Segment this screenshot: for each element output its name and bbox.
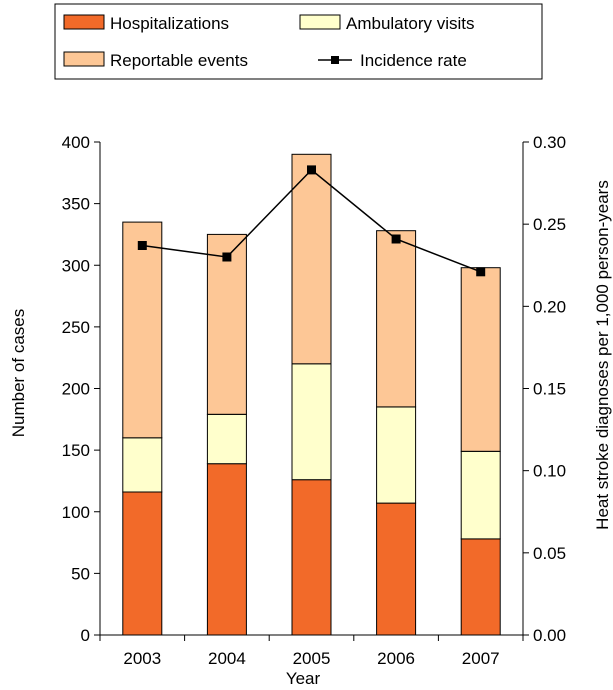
y2-tick-label: 0.20 <box>533 297 566 316</box>
incidence-point-2007 <box>476 267 486 277</box>
bars-group <box>122 153 501 636</box>
y-tick-label: 50 <box>71 564 90 583</box>
legend-label-reportable-events: Reportable events <box>110 51 248 70</box>
legend-swatch-hospitalizations <box>63 14 105 30</box>
incidence-point-2006 <box>391 234 401 244</box>
y2-tick-label: 0.25 <box>533 215 566 234</box>
bar-ambulatory-visits-2006 <box>376 406 417 504</box>
bar-reportable-events-2004 <box>206 233 247 415</box>
bar-ambulatory-visits-2005 <box>291 363 332 481</box>
y2-tick-label: 0.10 <box>533 462 566 481</box>
y-tick-label: 200 <box>62 380 90 399</box>
y2-axis-title: Heat stroke diagnoses per 1,000 person-y… <box>593 180 612 530</box>
bar-reportable-events-2003 <box>122 221 163 439</box>
legend: Hospitalizations Ambulatory visits Repor… <box>54 3 543 80</box>
legend-swatch-reportable-events <box>63 51 105 67</box>
bar-ambulatory-visits-2007 <box>460 450 501 540</box>
legend-marker-incidence-rate <box>331 56 339 64</box>
x-tick-label-2006: 2006 <box>377 649 415 668</box>
legend-label-ambulatory-visits: Ambulatory visits <box>346 14 474 33</box>
y-tick-label: 150 <box>62 441 90 460</box>
y-tick-label: 350 <box>62 195 90 214</box>
bar-ambulatory-visits-2003 <box>122 437 163 493</box>
y-tick-label: 300 <box>62 256 90 275</box>
legend-swatch-ambulatory-visits <box>299 14 341 30</box>
x-axis-title: Year <box>286 669 321 688</box>
y-tick-label: 100 <box>62 503 90 522</box>
legend-label-incidence-rate: Incidence rate <box>360 51 467 70</box>
x-tick-label-2004: 2004 <box>208 649 246 668</box>
bar-ambulatory-visits-2004 <box>206 413 247 465</box>
y2-tick-label: 0.30 <box>533 133 566 152</box>
bar-hospitalizations-2006 <box>376 502 417 636</box>
incidence-line-group <box>137 165 486 277</box>
legend-frame <box>54 3 543 80</box>
x-tick-label-2003: 2003 <box>123 649 161 668</box>
incidence-point-2004 <box>222 252 232 262</box>
y-tick-label: 0 <box>81 626 90 645</box>
y-axis-title: Number of cases <box>9 309 28 438</box>
y2-tick-label: 0.00 <box>533 626 566 645</box>
bar-reportable-events-2006 <box>376 230 417 408</box>
bar-hospitalizations-2003 <box>122 491 163 636</box>
bar-reportable-events-2007 <box>460 267 501 452</box>
axes-group: 0 50 100 150 200 250 300 350 400 0.00 0.05 0.10 0.15… <box>62 133 566 668</box>
y2-tick-label: 0.15 <box>533 380 566 399</box>
incidence-point-2003 <box>137 241 147 250</box>
bar-hospitalizations-2004 <box>206 463 247 636</box>
y2-tick-label: 0.05 <box>533 544 566 563</box>
bar-reportable-events-2005 <box>291 153 332 365</box>
legend-label-hospitalizations: Hospitalizations <box>110 14 229 33</box>
x-tick-label-2007: 2007 <box>462 649 500 668</box>
y-tick-label: 400 <box>62 133 90 152</box>
y-tick-label: 250 <box>62 318 90 337</box>
bar-hospitalizations-2005 <box>291 479 332 636</box>
incidence-point-2005 <box>307 165 316 175</box>
x-tick-label-2005: 2005 <box>293 649 331 668</box>
bar-hospitalizations-2007 <box>460 538 501 636</box>
